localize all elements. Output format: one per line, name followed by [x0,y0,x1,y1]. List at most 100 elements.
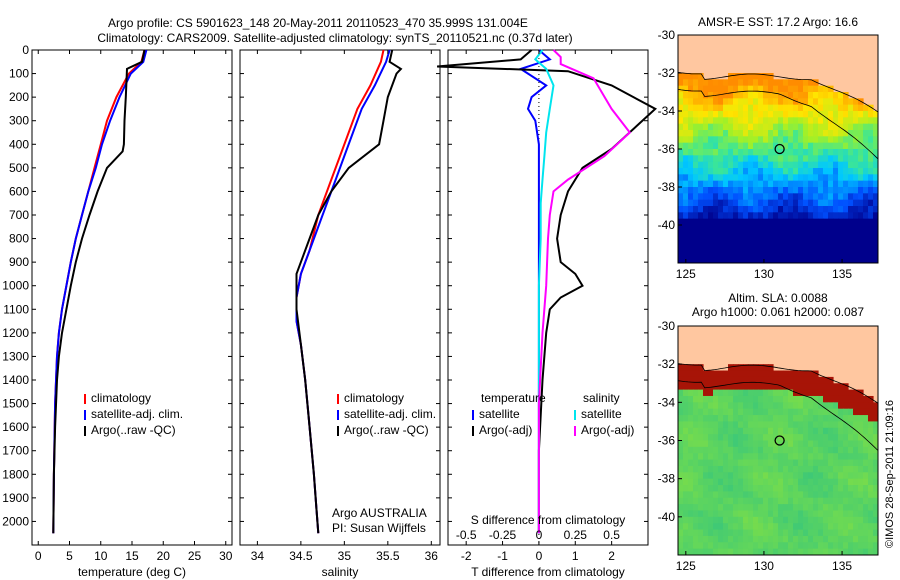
map-cell [818,136,824,144]
map-cell [863,225,869,232]
map-cell [778,529,784,537]
map-cell [813,510,819,518]
map-cell [758,408,764,416]
map-cell [693,434,699,442]
map-cell [683,389,689,397]
map-cell [828,174,834,182]
map-subtitle: Argo h1000: 0.061 h2000: 0.087 [692,305,864,319]
map-cell [828,111,834,118]
map-cell [763,548,769,555]
map-cell [773,256,779,263]
map-cell [828,389,834,397]
map-cell [693,395,699,403]
map-cell [688,440,694,448]
map-cell [798,376,804,384]
map-cell [693,225,699,232]
map-cell [683,180,689,188]
map-cell [708,231,714,239]
map-cell [768,478,774,486]
map-cell [833,516,839,524]
map-cell [848,434,854,442]
map-cell [718,535,724,543]
map-cell [788,237,794,245]
map-cell [783,256,789,263]
map-cell [858,225,864,232]
map-cell [833,529,839,537]
map-cell [743,465,749,473]
map-cell [853,510,859,518]
map-cell [853,130,859,137]
map-cell [713,395,719,403]
map-cell [683,98,689,106]
map-cell [818,212,824,220]
map-cell [753,174,759,182]
map-cell [748,250,754,258]
x-axis-label: salinity [322,565,359,579]
map-cell [838,199,844,207]
map-cell [748,161,754,169]
map-cell [798,218,804,226]
map-cell [798,523,804,531]
map-cell [743,225,749,232]
map-cell [758,206,764,213]
map-cell [783,130,789,137]
map-cell [828,187,834,194]
map-cell [858,415,864,423]
map-cell [743,218,749,226]
map-cell [728,73,734,80]
map-cell [763,111,769,118]
map-cell [728,453,734,461]
map-cell [813,149,819,156]
map-cell [698,548,704,555]
map-cell [798,212,804,220]
map-cell [818,104,824,112]
map-cell [858,395,864,403]
map-cell [748,510,754,518]
map-cell [793,244,799,251]
map-cell [733,548,739,555]
map-cell [798,180,804,188]
map-cell [748,231,754,239]
map-cell [718,383,724,391]
map-cell [858,516,864,524]
map-cell [823,256,829,263]
map-cell [783,453,789,461]
map-cell [778,383,784,391]
map-cell [768,142,774,150]
map-cell [803,523,809,531]
map-cell [703,548,709,555]
map-cell [853,434,859,442]
map-cell [718,187,724,194]
map-cell [743,149,749,156]
map-cell [728,149,734,156]
map-cell [698,485,704,492]
map-cell [748,370,754,378]
map-cell [743,408,749,416]
map-cell [848,244,854,251]
map-cell [783,168,789,175]
map-cell [833,427,839,435]
map-cell [803,123,809,131]
map-cell [788,478,794,486]
map-cell [813,389,819,397]
map-cell [743,395,749,403]
map-cell [698,155,704,163]
map-cell [833,434,839,442]
map-cell [823,212,829,220]
map-cell [833,256,839,263]
map-cell [708,256,714,263]
map-cell [808,434,814,442]
map-cell [848,104,854,112]
map-cell [768,174,774,182]
map-cell [828,516,834,524]
map-cell [778,250,784,258]
map-cell [793,383,799,391]
map-cell [698,111,704,118]
map-cell [763,395,769,403]
map-cell [853,155,859,163]
map-cell [698,542,704,550]
map-cell [828,529,834,537]
map-cell [768,237,774,245]
map-cell [773,523,779,531]
